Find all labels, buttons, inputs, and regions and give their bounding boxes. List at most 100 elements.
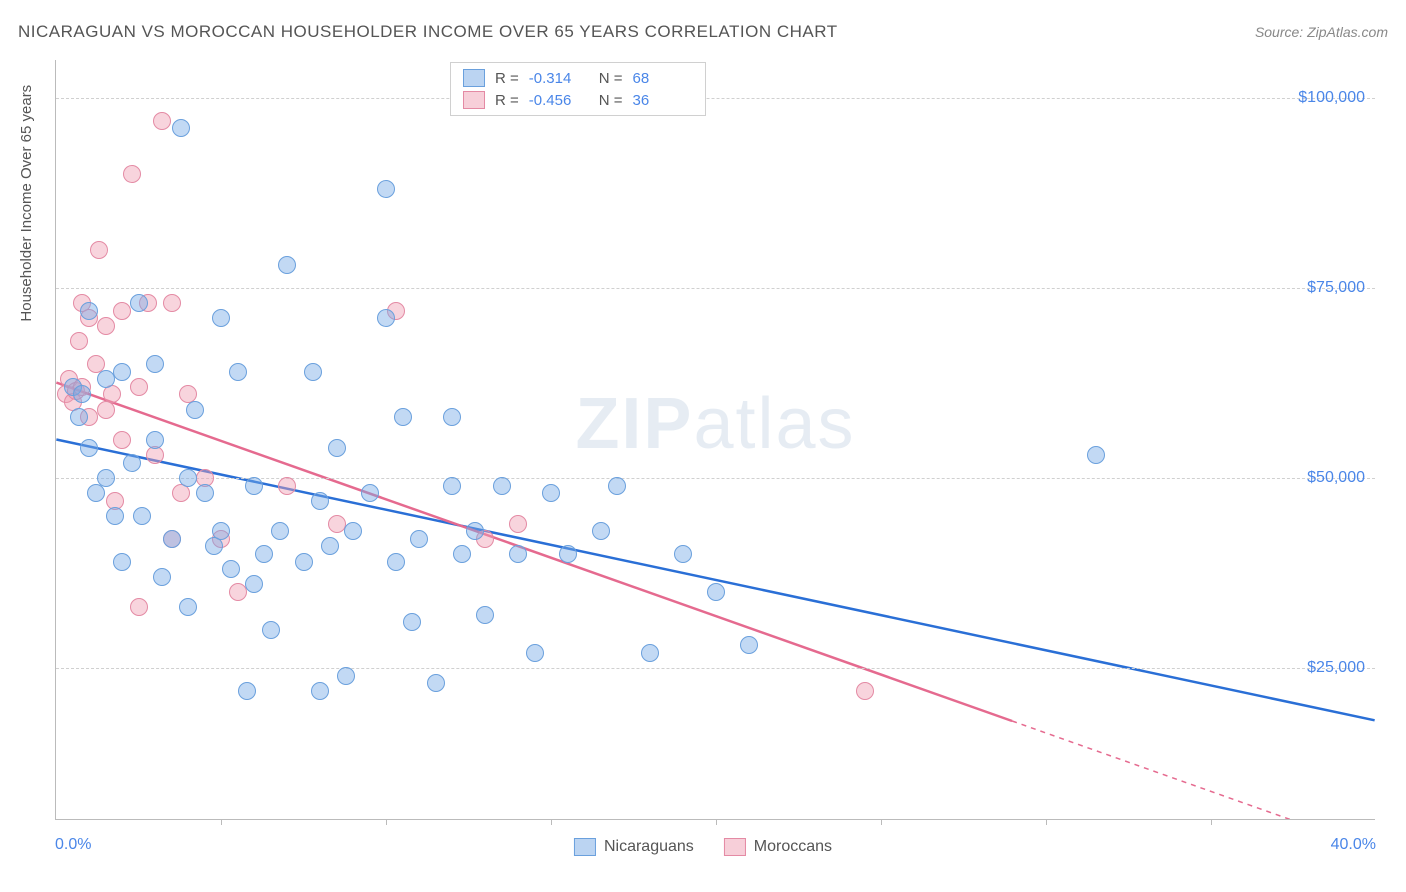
gridline [56,98,1375,99]
x-tick [1046,819,1047,825]
swatch-blue [574,838,596,856]
scatter-point-blue [377,180,395,198]
x-tick [716,819,717,825]
scatter-point-pink [278,477,296,495]
scatter-point-blue [526,644,544,662]
scatter-point-blue [87,484,105,502]
correlation-legend-row: R = -0.314 N = 68 [463,67,693,89]
r-label: R = [495,92,519,109]
scatter-point-pink [130,598,148,616]
swatch-pink [463,91,485,109]
series-legend: Nicaraguans Moroccans [574,838,832,856]
scatter-point-blue [73,385,91,403]
scatter-point-pink [123,165,141,183]
scatter-point-pink [130,378,148,396]
scatter-point-blue [212,522,230,540]
scatter-point-blue [410,530,428,548]
y-tick-label: $50,000 [1307,469,1365,487]
y-tick-label: $25,000 [1307,659,1365,677]
scatter-point-blue [403,613,421,631]
y-tick-label: $100,000 [1298,89,1365,107]
scatter-point-pink [509,515,527,533]
scatter-point-blue [740,636,758,654]
scatter-point-blue [262,621,280,639]
scatter-point-blue [106,507,124,525]
x-tick [881,819,882,825]
scatter-point-blue [153,568,171,586]
scatter-point-blue [1087,446,1105,464]
scatter-point-pink [113,431,131,449]
scatter-point-blue [377,309,395,327]
scatter-point-blue [222,560,240,578]
scatter-point-blue [608,477,626,495]
scatter-point-blue [80,302,98,320]
scatter-point-pink [97,317,115,335]
scatter-point-blue [179,598,197,616]
scatter-point-blue [133,507,151,525]
r-value-blue: -0.314 [529,70,589,87]
scatter-point-blue [674,545,692,563]
scatter-point-blue [80,439,98,457]
scatter-point-blue [245,575,263,593]
watermark: ZIPatlas [575,383,855,465]
scatter-point-blue [427,674,445,692]
x-tick [386,819,387,825]
series-legend-item: Moroccans [724,838,832,856]
scatter-point-blue [278,256,296,274]
chart-title: NICARAGUAN VS MOROCCAN HOUSEHOLDER INCOM… [18,22,838,42]
scatter-point-pink [90,241,108,259]
scatter-point-blue [361,484,379,502]
gridline [56,288,1375,289]
scatter-point-pink [163,294,181,312]
scatter-point-blue [130,294,148,312]
scatter-point-blue [311,492,329,510]
series-legend-item: Nicaraguans [574,838,694,856]
source-name: ZipAtlas.com [1307,24,1388,40]
source-label: Source: [1255,24,1303,40]
scatter-point-blue [113,363,131,381]
y-axis-label: Householder Income Over 65 years [18,85,35,322]
scatter-point-blue [186,401,204,419]
series-label-blue: Nicaraguans [604,838,694,856]
x-tick [221,819,222,825]
scatter-point-pink [328,515,346,533]
scatter-point-blue [238,682,256,700]
scatter-point-blue [559,545,577,563]
scatter-point-blue [146,355,164,373]
scatter-point-pink [229,583,247,601]
n-label: N = [599,70,623,87]
n-value-blue: 68 [633,70,693,87]
source-attribution: Source: ZipAtlas.com [1255,24,1388,40]
scatter-point-blue [344,522,362,540]
scatter-point-blue [245,477,263,495]
scatter-point-blue [295,553,313,571]
plot-area: ZIPatlas $25,000 $50,000 $75,000 $100,000 [55,60,1375,820]
scatter-point-blue [493,477,511,495]
scatter-point-blue [229,363,247,381]
scatter-point-blue [443,477,461,495]
scatter-point-pink [856,682,874,700]
scatter-point-blue [271,522,289,540]
x-tick [551,819,552,825]
trend-line [1012,721,1375,819]
scatter-point-blue [592,522,610,540]
scatter-point-blue [337,667,355,685]
scatter-point-blue [453,545,471,563]
scatter-point-blue [196,484,214,502]
scatter-point-blue [394,408,412,426]
scatter-point-blue [466,522,484,540]
scatter-point-blue [70,408,88,426]
trend-line [56,383,1012,721]
scatter-point-blue [509,545,527,563]
series-label-pink: Moroccans [754,838,832,856]
scatter-point-blue [179,469,197,487]
y-tick-label: $75,000 [1307,279,1365,297]
scatter-point-blue [311,682,329,700]
scatter-point-blue [443,408,461,426]
scatter-point-blue [146,431,164,449]
scatter-point-pink [70,332,88,350]
x-axis-start-label: 0.0% [55,836,91,854]
n-value-pink: 36 [633,92,693,109]
scatter-point-blue [707,583,725,601]
scatter-point-blue [304,363,322,381]
